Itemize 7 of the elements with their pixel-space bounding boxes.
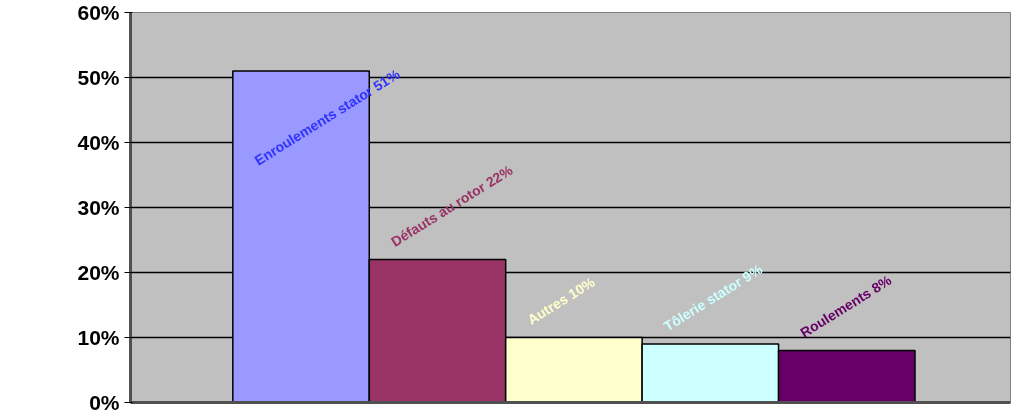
y-tick-label: 60% bbox=[77, 1, 120, 24]
y-tick-label: 20% bbox=[77, 261, 120, 284]
y-tick-label: 40% bbox=[77, 131, 120, 154]
y-tick-label: 30% bbox=[77, 196, 120, 219]
y-tick-label: 50% bbox=[77, 66, 120, 89]
y-tick-label: 0% bbox=[89, 391, 120, 414]
y-tick-label: 10% bbox=[77, 326, 120, 349]
